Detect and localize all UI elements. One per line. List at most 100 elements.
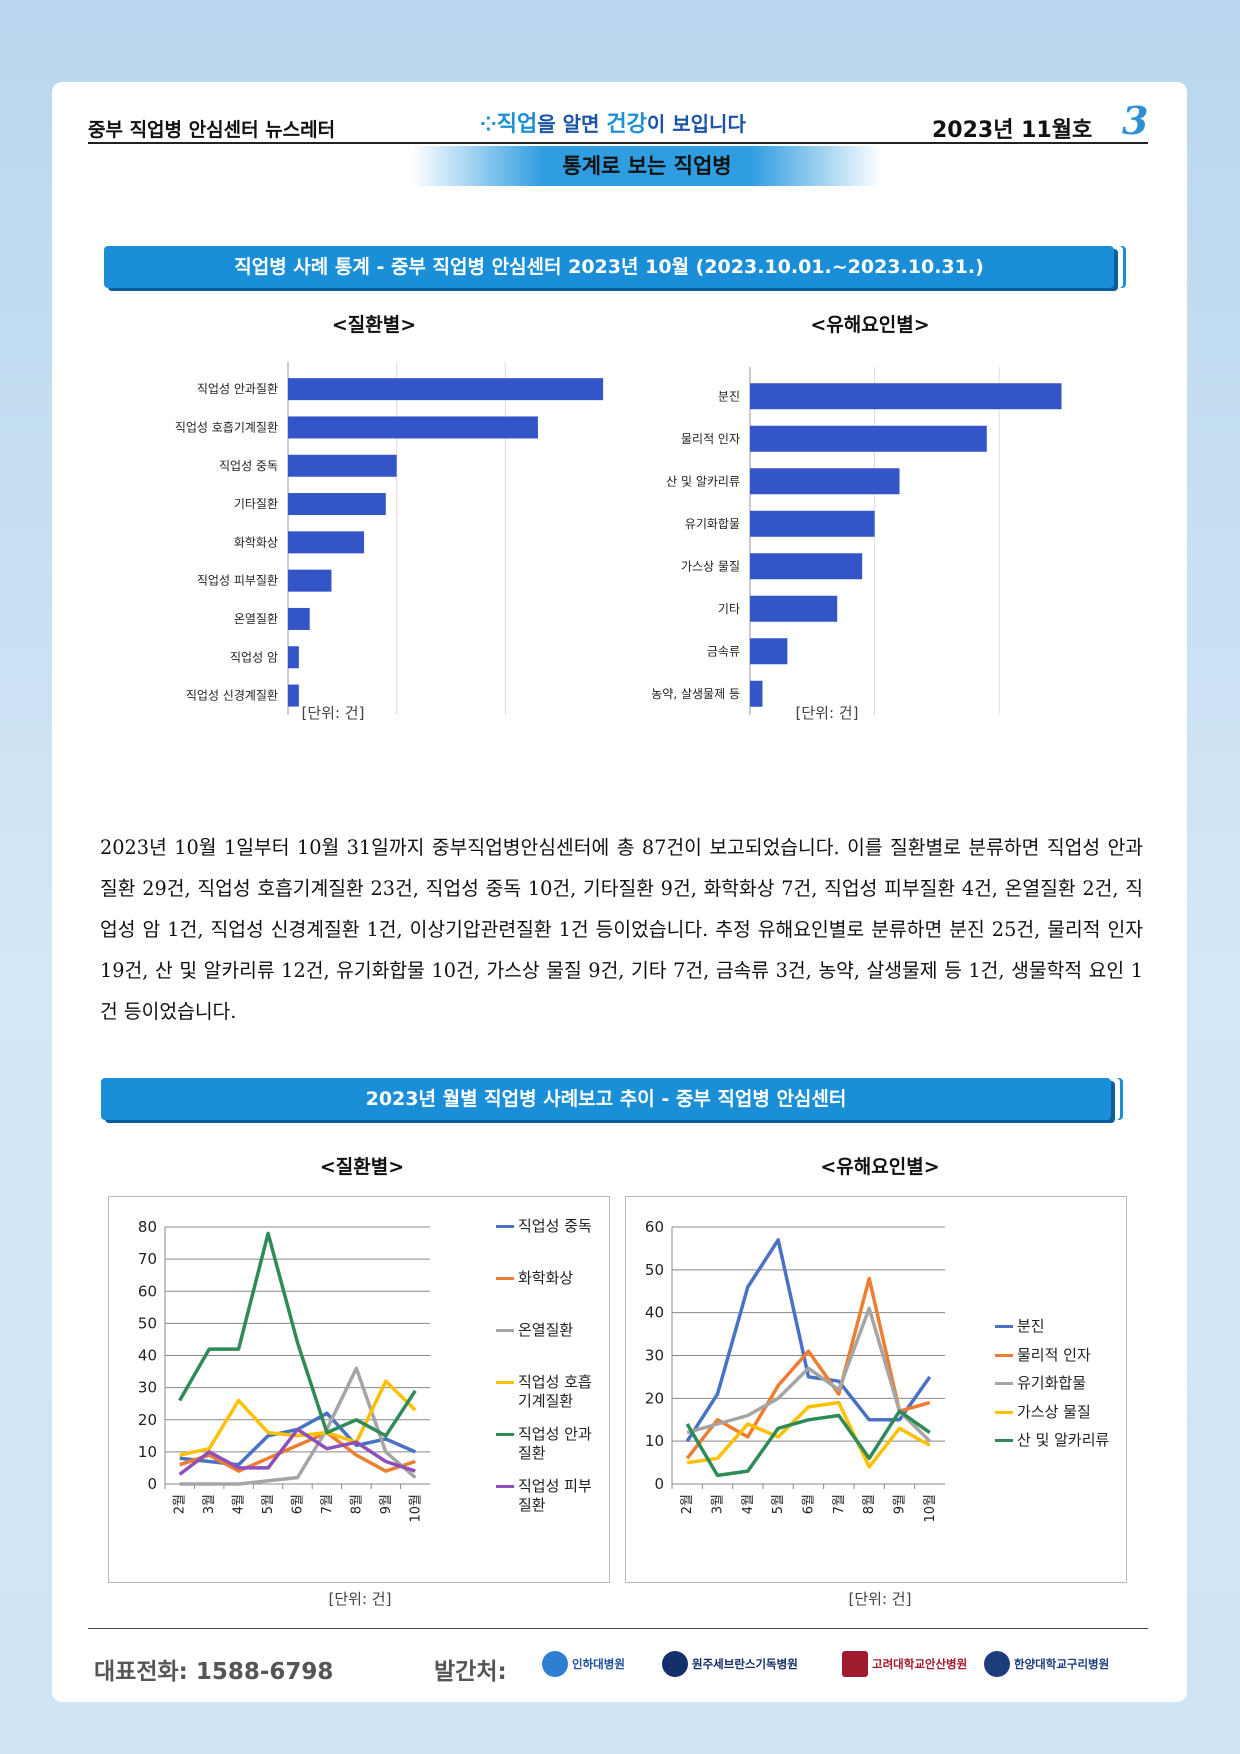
bar [288, 646, 299, 669]
section-heading: 통계로 보는 직업병 [412, 146, 882, 186]
legend-swatch [995, 1410, 1013, 1414]
legend-swatch [995, 1325, 1013, 1328]
x-tick-label: 2월 [173, 1494, 188, 1514]
legend-item: 직업성 안과 질환 [518, 1425, 592, 1462]
y-tick-label: 10 [138, 1443, 157, 1461]
hazard-line-chart: 0 10 20 30 40 50 60 2월 3월 4월 5월 6월 7월 8월 9월 10월 [645, 1218, 945, 1523]
x-tick-label: 8월 [862, 1494, 877, 1514]
bar [750, 468, 900, 495]
disease-line-chart: 0 10 20 30 40 50 60 70 80 2월 3월 4월 5월 6월 7월 8월 9월 10월 [138, 1218, 430, 1523]
series-line [686, 1400, 931, 1469]
legend-swatch [995, 1439, 1013, 1442]
bar [288, 531, 365, 554]
trend-hazard-subhead: <유해요인별> [820, 1156, 940, 1178]
category-label: 직업성 신경계질환 [186, 689, 278, 703]
series-line [685, 1276, 931, 1460]
x-tick-label: 3월 [202, 1494, 217, 1514]
category-label: 금속류 [707, 644, 740, 658]
legend-swatch [496, 1381, 514, 1384]
legend-swatch [496, 1485, 514, 1488]
hanyang-emblem-icon [984, 1651, 1010, 1677]
y-tick-label: 0 [147, 1475, 157, 1493]
legend-swatch [496, 1225, 514, 1228]
x-tick-label: 2월 [680, 1494, 695, 1514]
x-tick-label: 7월 [832, 1494, 847, 1514]
y-tick-label: 50 [138, 1314, 157, 1332]
newsletter-page: 중부 직업병 안심센터 뉴스레터 ⁘직업을 알면 건강이 보입니다 2023년 … [52, 82, 1187, 1702]
hospital-logo-inha: 인하대병원 [542, 1649, 625, 1679]
y-tick-label: 30 [645, 1347, 664, 1365]
hazard-line-chart-frame: 0 10 20 30 40 50 60 2월 3월 4월 5월 6월 7월 8월 9월 10월 [625, 1196, 1127, 1583]
y-tick-label: 60 [645, 1218, 664, 1236]
bar [288, 493, 386, 516]
legend-swatch [496, 1433, 514, 1436]
series-line [178, 1231, 417, 1438]
y-tick-label: 40 [645, 1304, 664, 1322]
x-tick-label: 9월 [893, 1494, 908, 1514]
logo-word-1: 직업 [496, 112, 538, 137]
hospital-name: 한양대학교구리병원 [1014, 1657, 1110, 1671]
phone-number: 대표전화: 1588-6798 [94, 1659, 334, 1685]
bar [750, 510, 875, 537]
logo-word-2: 을 알면 [537, 112, 607, 136]
y-tick-label: 30 [138, 1379, 157, 1397]
x-tick-label: 3월 [711, 1494, 726, 1514]
y-tick-label: 70 [138, 1250, 157, 1268]
bar [288, 684, 299, 707]
hazard-subhead: <유해요인별> [810, 314, 930, 336]
series-line [685, 1238, 932, 1443]
trend-title: 2023년 월별 직업병 사례보고 추이 - 중부 직업병 안심센터 [101, 1078, 1111, 1120]
x-tick-label: 9월 [379, 1494, 394, 1514]
category-label: 직업성 호흡기계질환 [175, 420, 278, 434]
hospital-logo-wonju: 원주세브란스기독병원 [662, 1649, 798, 1679]
header-divider [88, 142, 1148, 144]
disease-line-chart-frame: 0 10 20 30 40 50 60 70 80 2월 3월 4월 5월 6월 7월 8월 9월 10월 [108, 1196, 610, 1583]
hospital-name: 원주세브란스기독병원 [692, 1657, 798, 1671]
bar [750, 425, 987, 452]
disease-subhead: <질환별> [331, 314, 417, 336]
x-tick-label: 4월 [232, 1494, 247, 1514]
category-label: 농약, 살생물제 등 [651, 686, 740, 701]
unit-label-4: [단위: 건] [848, 1590, 912, 1608]
bar [750, 553, 863, 580]
legend-swatch [496, 1329, 514, 1332]
legend-item: 직업성 피부 질환 [518, 1477, 592, 1514]
hazard-line-legend: 분진 물리적 인자 유기화합물 가스상 물질 산 및 알카리류 [995, 1317, 1125, 1467]
category-label: 직업성 중독 [219, 459, 278, 473]
legend-item: 분진 [1017, 1317, 1045, 1335]
severance-emblem-icon [662, 1651, 688, 1677]
legend-item: 가스상 물질 [1017, 1402, 1091, 1421]
korea-univ-emblem-icon [842, 1651, 868, 1677]
bar [750, 680, 763, 707]
bar [750, 638, 788, 665]
unit-label-2: [단위: 건] [795, 704, 859, 722]
category-label: 직업성 안과질환 [197, 382, 278, 396]
x-tick-label: 6월 [802, 1494, 817, 1514]
category-label: 기타 [718, 602, 740, 616]
category-label: 직업성 피부질환 [197, 574, 278, 588]
category-label: 기타질환 [234, 497, 278, 511]
legend-item: 산 및 알카리류 [1017, 1431, 1110, 1449]
legend-swatch [496, 1277, 514, 1280]
legend-swatch [995, 1382, 1013, 1385]
series-line [686, 1306, 932, 1443]
x-tick-label: 8월 [349, 1494, 364, 1514]
unit-label-1: [단위: 건] [301, 704, 365, 722]
x-tick-label: 10월 [923, 1494, 938, 1523]
summary-paragraph: 2023년 10월 1일부터 10월 31일까지 중부직업병안심센터에 총 87… [100, 836, 1143, 1023]
footer-divider [88, 1628, 1148, 1629]
disease-line-legend: 직업성 중독 화학화상 온열질환 직업성 호흡 기계질환 직업성 안과 질환 직업성 피부… [496, 1217, 606, 1517]
category-label: 화학화상 [234, 535, 278, 549]
unit-label-3: [단위: 건] [328, 1590, 392, 1608]
y-tick-label: 10 [645, 1432, 664, 1450]
legend-swatch [995, 1353, 1013, 1357]
x-tick-label: 5월 [771, 1494, 786, 1514]
bar [750, 383, 1062, 410]
hospital-logo-hanyang: 한양대학교구리병원 [984, 1649, 1109, 1679]
issue-date: 2023년 11월호 [932, 118, 1093, 143]
x-tick-label: 7월 [320, 1494, 335, 1514]
series-line [179, 1366, 417, 1486]
category-label: 직업성 암 [230, 650, 278, 664]
